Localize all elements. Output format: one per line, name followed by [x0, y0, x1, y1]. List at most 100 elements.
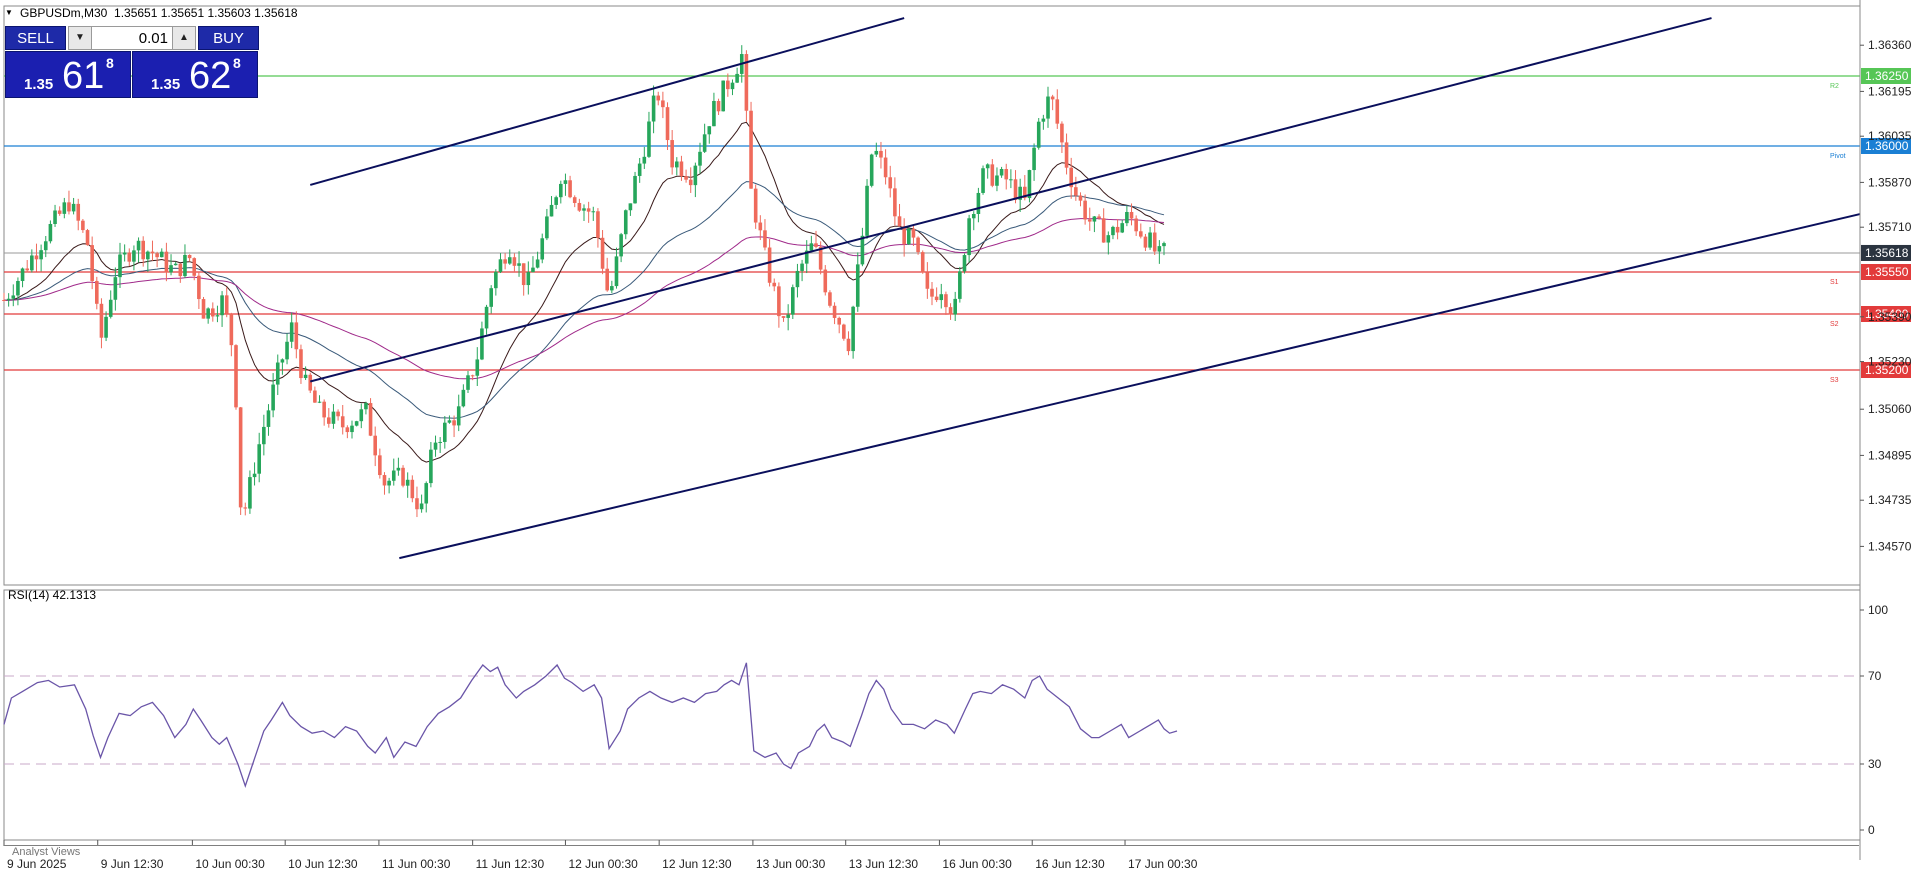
- candle-body: [925, 272, 930, 289]
- time-tick-label: 11 Jun 00:30: [382, 857, 451, 871]
- price-badge: [1861, 264, 1911, 280]
- buy-price-quote[interactable]: 1.35 62 8: [132, 51, 258, 98]
- candle-body: [220, 295, 224, 316]
- candle-body: [670, 140, 674, 168]
- candle-body: [262, 426, 266, 445]
- candle-body: [818, 246, 823, 270]
- candle-body: [535, 259, 540, 268]
- price-badge-label: 1.35618: [1865, 246, 1909, 260]
- sell-price-quote[interactable]: 1.35 61 8: [5, 51, 131, 98]
- candle-body: [39, 250, 43, 260]
- candle-body: [507, 257, 512, 264]
- candle-body: [851, 306, 855, 352]
- candle-body: [1134, 218, 1138, 232]
- candle-body: [53, 210, 57, 224]
- candle-body: [475, 359, 480, 376]
- candle-body: [95, 280, 99, 304]
- candle-body: [405, 479, 410, 486]
- candle-body: [327, 417, 331, 424]
- candle-body: [920, 252, 925, 273]
- candle-body: [34, 255, 39, 260]
- candle-body: [758, 222, 763, 231]
- level-tag: S2: [1830, 321, 1839, 328]
- candle-body: [178, 263, 183, 277]
- candle-body: [373, 435, 377, 456]
- candle-body: [62, 202, 67, 214]
- buy-price-fraction: 8: [233, 55, 241, 71]
- candle-body: [396, 467, 401, 471]
- candle-body: [30, 255, 34, 271]
- candle-body: [99, 303, 104, 338]
- time-tick-label: 9 Jun 2025: [7, 857, 67, 871]
- arrow-down-icon[interactable]: ▼: [69, 27, 92, 49]
- price-badge: [1861, 68, 1911, 84]
- candle-body: [76, 203, 81, 221]
- candle-body: [368, 403, 373, 436]
- candle-body: [266, 410, 271, 427]
- buy-button[interactable]: BUY: [198, 26, 259, 50]
- candle-body: [183, 254, 187, 277]
- price-badge-label: 1.36250: [1865, 69, 1909, 83]
- price-tick-label: 1.35710: [1868, 220, 1912, 234]
- sell-button[interactable]: SELL: [5, 26, 66, 50]
- candle-body: [1050, 96, 1055, 100]
- candle-body: [749, 110, 753, 189]
- price-badge: [1861, 306, 1911, 322]
- price-badge: [1861, 362, 1911, 378]
- candle-body: [452, 420, 456, 426]
- candle-body: [350, 425, 354, 433]
- candle-body: [730, 82, 735, 90]
- candle-body: [605, 268, 609, 291]
- candle-body: [489, 288, 493, 307]
- candle-body: [410, 479, 415, 499]
- buy-price-pips: 62: [189, 55, 232, 97]
- candle-body: [415, 498, 419, 510]
- candle-body: [874, 150, 879, 155]
- price-tick-label: 1.35390: [1868, 310, 1912, 324]
- candle-body: [20, 268, 25, 281]
- sell-price-prefix: 1.35: [24, 76, 54, 93]
- candle-body: [614, 256, 619, 287]
- candle-body: [628, 203, 633, 211]
- rsi-tick-label: 30: [1868, 757, 1882, 771]
- candle-body: [837, 317, 841, 325]
- collapse-triangle-icon[interactable]: ▼: [5, 8, 13, 17]
- rsi-tick-label: 100: [1868, 603, 1888, 617]
- time-tick-label: 17 Jun 00:30: [1128, 857, 1198, 871]
- candle-body: [443, 422, 447, 442]
- candle-body: [842, 324, 846, 339]
- candle-body: [517, 263, 521, 266]
- price-tick-label: 1.35060: [1868, 402, 1912, 416]
- price-tick-label: 1.36195: [1868, 84, 1912, 98]
- candle-body: [229, 313, 234, 346]
- candle-body: [1069, 167, 1073, 188]
- buy-price-prefix: 1.35: [151, 76, 181, 93]
- candle-body: [1157, 246, 1162, 252]
- candle-body: [1013, 179, 1018, 200]
- lot-size-input[interactable]: [92, 27, 172, 49]
- rsi-line: [3, 662, 1178, 789]
- price-tick-label: 1.34570: [1868, 539, 1912, 553]
- time-tick-label: 12 Jun 00:30: [568, 857, 638, 871]
- time-tick-label: 9 Jun 12:30: [101, 857, 164, 871]
- candle-body: [1036, 121, 1041, 148]
- candle-body: [433, 442, 438, 450]
- analyst-views-panel[interactable]: Analyst Views: [4, 845, 1859, 856]
- level-tag: Pivot: [1830, 153, 1846, 160]
- candle-body: [299, 349, 303, 379]
- candle-body: [726, 80, 730, 90]
- candle-body: [1004, 169, 1009, 180]
- candle-body: [795, 270, 800, 288]
- candle-body: [554, 197, 558, 205]
- candle-body: [999, 169, 1004, 176]
- candle-body: [860, 235, 865, 265]
- candle-body: [855, 264, 860, 307]
- candle-body: [693, 165, 698, 186]
- time-tick-label: 13 Jun 00:30: [756, 857, 826, 871]
- price-tick-label: 1.36360: [1868, 38, 1912, 52]
- candle-body: [122, 252, 127, 255]
- arrow-up-icon[interactable]: ▲: [172, 27, 195, 49]
- candle-body: [1078, 195, 1083, 201]
- candle-body: [531, 267, 535, 273]
